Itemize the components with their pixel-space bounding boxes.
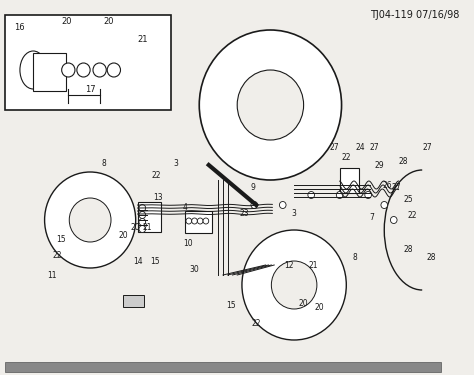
Text: 3: 3: [292, 209, 297, 218]
Text: 8: 8: [353, 254, 357, 262]
Text: 23: 23: [240, 209, 250, 218]
Text: 22: 22: [342, 153, 351, 162]
Text: 28: 28: [399, 158, 408, 166]
Text: 28: 28: [403, 246, 413, 255]
Circle shape: [107, 63, 120, 77]
Text: 22: 22: [408, 210, 418, 219]
Text: 17: 17: [85, 86, 95, 94]
Bar: [340, 168, 359, 193]
Text: 7: 7: [370, 213, 374, 222]
Bar: [137, 202, 161, 232]
Circle shape: [45, 172, 136, 268]
Bar: [5, 15, 171, 110]
Text: 20: 20: [104, 18, 114, 27]
Circle shape: [251, 201, 257, 208]
Text: 14: 14: [133, 258, 142, 267]
Text: 15: 15: [227, 300, 237, 309]
Bar: [33, 53, 66, 91]
Text: 3: 3: [173, 159, 178, 168]
Text: 20: 20: [118, 231, 128, 240]
Text: 10: 10: [183, 238, 192, 248]
Circle shape: [199, 30, 342, 180]
Circle shape: [69, 198, 111, 242]
Text: 4: 4: [182, 202, 187, 211]
Bar: [5, 362, 441, 372]
Text: 27: 27: [329, 144, 339, 153]
Text: 22: 22: [152, 171, 161, 180]
Text: 8: 8: [102, 159, 107, 168]
Text: 13: 13: [154, 194, 163, 202]
Text: 25: 25: [403, 195, 413, 204]
Text: 30: 30: [190, 266, 200, 274]
Circle shape: [271, 261, 317, 309]
Circle shape: [139, 211, 146, 219]
Text: 28: 28: [427, 254, 437, 262]
Circle shape: [191, 218, 197, 224]
Circle shape: [139, 225, 146, 232]
Text: 21: 21: [142, 224, 152, 232]
Text: 26: 26: [383, 180, 392, 189]
Text: 15: 15: [56, 236, 65, 244]
Circle shape: [279, 201, 286, 208]
Text: 12: 12: [284, 261, 294, 270]
Text: 24: 24: [356, 144, 365, 153]
Text: 29: 29: [375, 160, 384, 170]
Circle shape: [365, 192, 372, 198]
Text: 21: 21: [309, 261, 318, 270]
Circle shape: [203, 218, 209, 224]
Circle shape: [77, 63, 90, 77]
Circle shape: [381, 201, 388, 208]
Text: 27: 27: [392, 183, 401, 192]
Text: 21: 21: [137, 36, 147, 45]
Text: 16: 16: [14, 24, 24, 33]
Circle shape: [186, 218, 191, 224]
Circle shape: [62, 63, 75, 77]
Bar: [123, 295, 144, 307]
Circle shape: [337, 192, 343, 198]
Circle shape: [139, 204, 146, 212]
Circle shape: [308, 192, 315, 198]
Circle shape: [237, 70, 304, 140]
Text: 9: 9: [251, 183, 256, 192]
Bar: [185, 211, 211, 233]
Text: 22: 22: [251, 318, 261, 327]
Text: 27: 27: [370, 144, 380, 153]
Circle shape: [391, 216, 397, 223]
Circle shape: [197, 218, 203, 224]
Circle shape: [93, 63, 106, 77]
Text: 22: 22: [52, 251, 62, 260]
Text: 20: 20: [299, 298, 309, 307]
Text: 20: 20: [131, 224, 140, 232]
Circle shape: [139, 219, 146, 225]
Text: 20: 20: [315, 303, 325, 312]
Text: TJ04-119 07/16/98: TJ04-119 07/16/98: [370, 10, 459, 20]
Ellipse shape: [20, 51, 46, 89]
Text: 15: 15: [150, 258, 159, 267]
Text: 27: 27: [422, 144, 432, 153]
Text: 20: 20: [61, 18, 72, 27]
Circle shape: [242, 230, 346, 340]
Text: 11: 11: [47, 270, 57, 279]
